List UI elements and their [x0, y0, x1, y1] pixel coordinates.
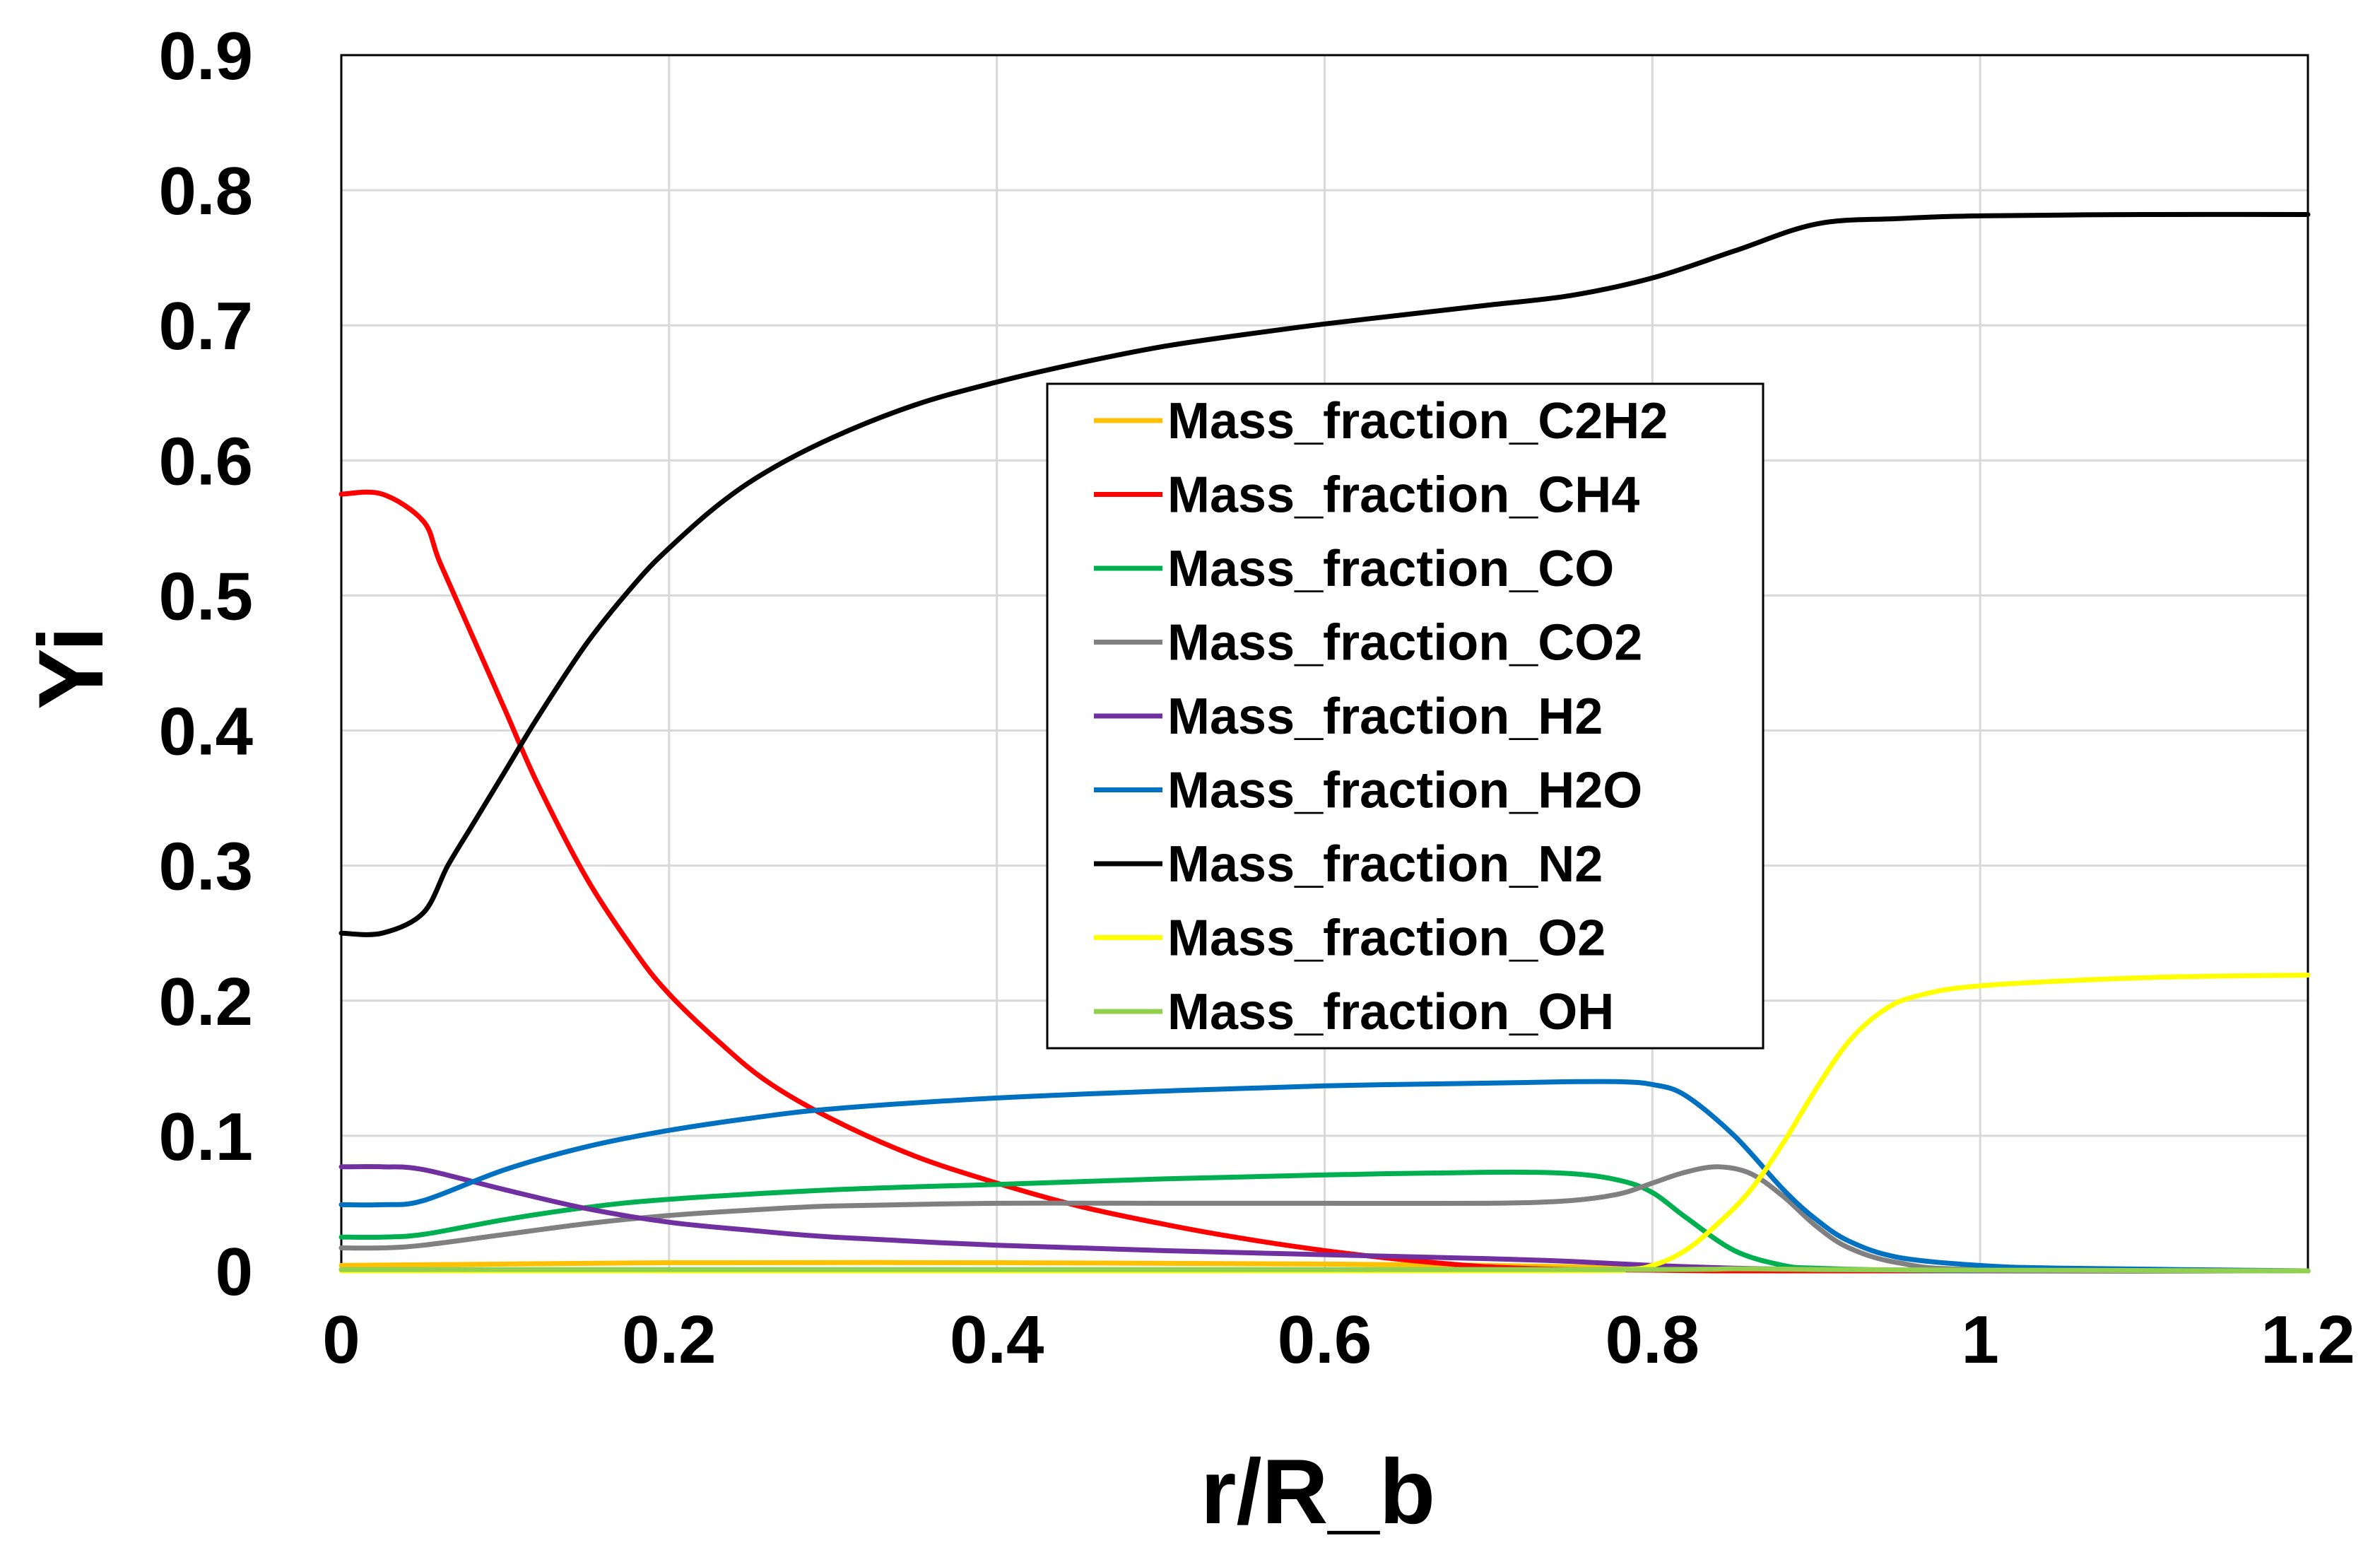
y-tick-label: 0.1	[159, 1099, 253, 1175]
series-line-mass-fraction-h2o	[338, 1079, 2311, 1274]
y-tick-label: 0.3	[159, 829, 253, 905]
legend-label-mass-fraction-o2: Mass_fraction_O2	[1167, 910, 1606, 967]
series-line-mass-fraction-co2	[338, 1164, 2311, 1274]
legend-label-mass-fraction-co: Mass_fraction_CO	[1167, 541, 1614, 597]
y-tick-label: 0.2	[159, 964, 253, 1040]
x-tick-label: 1	[1961, 1302, 1998, 1378]
x-tick-label: 1.2	[2261, 1302, 2355, 1378]
legend-box	[1046, 382, 1765, 1050]
y-tick-label: 0.7	[159, 288, 253, 364]
legend-label-mass-fraction-co2: Mass_fraction_CO2	[1167, 615, 1642, 671]
y-axis-title: Yi	[19, 626, 122, 710]
y-tick-label: 0.5	[159, 558, 253, 634]
x-tick-label: 0.4	[950, 1302, 1044, 1378]
series-line-mass-fraction-oh	[338, 1266, 2311, 1274]
legend-label-mass-fraction-c2h2: Mass_fraction_C2H2	[1167, 393, 1668, 450]
y-tick-label: 0	[216, 1234, 253, 1310]
legend-label-mass-fraction-h2o: Mass_fraction_H2O	[1167, 763, 1642, 819]
y-tick-label: 0.8	[159, 153, 253, 229]
y-tick-label: 0.4	[159, 694, 253, 770]
x-axis-title: r/R_b	[1201, 1440, 1435, 1543]
y-tick-label: 0.9	[159, 18, 253, 94]
x-tick-label: 0.8	[1606, 1302, 1699, 1378]
series-line-mass-fraction-n2	[338, 211, 2311, 937]
legend-label-mass-fraction-oh: Mass_fraction_OH	[1167, 984, 1614, 1040]
legend-label-mass-fraction-ch4: Mass_fraction_CH4	[1167, 467, 1639, 524]
legend-label-mass-fraction-n2: Mass_fraction_N2	[1167, 836, 1603, 893]
legend-label-mass-fraction-h2: Mass_fraction_H2	[1167, 688, 1603, 745]
x-tick-label: 0.2	[622, 1302, 716, 1378]
legend: Mass_fraction_C2H2 Mass_fraction_CH4 Mass_…	[1046, 382, 1765, 1050]
y-tick-label: 0.6	[159, 423, 253, 499]
tick-labels: 0 0.1 0.2 0.3 0.4 0.5 0.6 0.7 0.8 0.9 0 0.2 0.4 0.6 0.…	[159, 18, 2355, 1378]
x-tick-label: 0.6	[1278, 1302, 1372, 1378]
x-tick-label: 0	[322, 1302, 360, 1378]
series-lines	[338, 211, 2311, 1274]
